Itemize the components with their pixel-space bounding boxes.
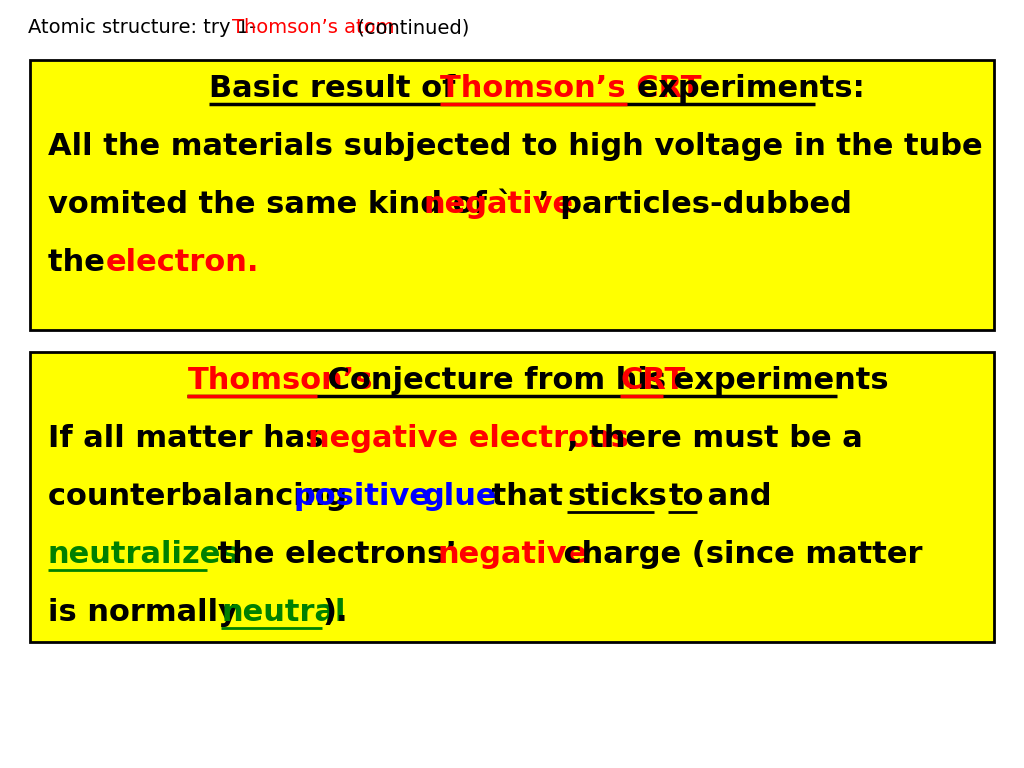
Text: negative: negative — [437, 540, 588, 569]
Text: positive: positive — [293, 482, 430, 511]
Text: is normally: is normally — [48, 598, 249, 627]
Text: ).: ). — [323, 598, 348, 627]
Text: vomited the same kind of `: vomited the same kind of ` — [48, 190, 513, 219]
Text: experiments: experiments — [664, 366, 889, 395]
Text: the electrons’: the electrons’ — [207, 540, 467, 569]
Text: Thomson’s atom: Thomson’s atom — [232, 18, 394, 37]
Text: the: the — [48, 248, 116, 277]
Text: Thomson’s: Thomson’s — [187, 366, 373, 395]
Text: negative: negative — [423, 190, 573, 219]
Text: electron.: electron. — [105, 248, 259, 277]
Text: Atomic structure: try 1-: Atomic structure: try 1- — [28, 18, 256, 37]
Text: All the materials subjected to high voltage in the tube: All the materials subjected to high volt… — [48, 132, 983, 161]
Text: negative electrons: negative electrons — [307, 424, 629, 453]
Text: to: to — [669, 482, 703, 511]
Text: and: and — [697, 482, 772, 511]
Text: charge (since matter: charge (since matter — [553, 540, 923, 569]
Text: CRT: CRT — [621, 366, 685, 395]
Bar — [30, 60, 994, 330]
Text: (continued): (continued) — [351, 18, 469, 37]
Bar — [30, 352, 994, 642]
Text: neutral: neutral — [221, 598, 346, 627]
Text: sticks: sticks — [567, 482, 668, 511]
Text: experiments:: experiments: — [628, 74, 865, 103]
Text: counterbalancing: counterbalancing — [48, 482, 357, 511]
Text: neutralizes: neutralizes — [48, 540, 240, 569]
Text: Basic result of: Basic result of — [209, 74, 466, 103]
Text: ’ particles-dubbed: ’ particles-dubbed — [539, 190, 852, 219]
Text: Conjecture from his: Conjecture from his — [317, 366, 677, 395]
Text: If all matter has: If all matter has — [48, 424, 334, 453]
Text: that: that — [481, 482, 573, 511]
Text: , there must be a: , there must be a — [567, 424, 863, 453]
Text: Thomson’s CRT: Thomson’s CRT — [440, 74, 701, 103]
Text: glue: glue — [423, 482, 498, 511]
